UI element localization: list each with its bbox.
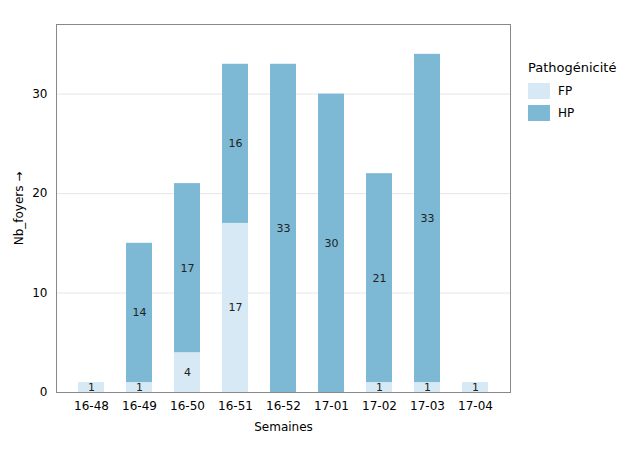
svg-text:30: 30 [325, 237, 339, 250]
svg-text:20: 20 [32, 186, 47, 200]
svg-text:1: 1 [136, 381, 143, 394]
svg-text:17-04: 17-04 [458, 399, 493, 413]
svg-text:16-52: 16-52 [266, 399, 301, 413]
svg-text:4: 4 [184, 366, 191, 379]
html-text:FP: FP [558, 84, 573, 98]
svg-text:17: 17 [229, 301, 243, 314]
svg-text:16-50: 16-50 [170, 399, 205, 413]
svg-text:16-49: 16-49 [122, 399, 157, 413]
svg-text:21: 21 [373, 272, 387, 285]
svg-text:17-02: 17-02 [362, 399, 397, 413]
html-text:Pathogénicité: Pathogénicité [528, 60, 617, 75]
svg-text:14: 14 [133, 306, 147, 319]
svg-text:1: 1 [376, 381, 383, 394]
svg-text:33: 33 [277, 222, 291, 235]
svg-text:17: 17 [181, 262, 195, 275]
svg-text:1: 1 [424, 381, 431, 394]
html-text:HP: HP [558, 106, 575, 120]
svg-text:1: 1 [88, 381, 95, 394]
svg-text:17-03: 17-03 [410, 399, 445, 413]
svg-text:16-48: 16-48 [74, 399, 109, 413]
svg-text:16: 16 [229, 137, 243, 150]
svg-text:30: 30 [32, 87, 47, 101]
svg-text:0: 0 [40, 385, 48, 399]
svg-text:17-01: 17-01 [314, 399, 349, 413]
svg-text:1: 1 [472, 381, 479, 394]
svg-text:10: 10 [32, 286, 47, 300]
svg-text:16-51: 16-51 [218, 399, 253, 413]
svg-text:Semaines: Semaines [254, 420, 313, 434]
svg-text:Nb_foyers →: Nb_foyers → [12, 172, 26, 246]
svg-text:33: 33 [421, 212, 435, 225]
